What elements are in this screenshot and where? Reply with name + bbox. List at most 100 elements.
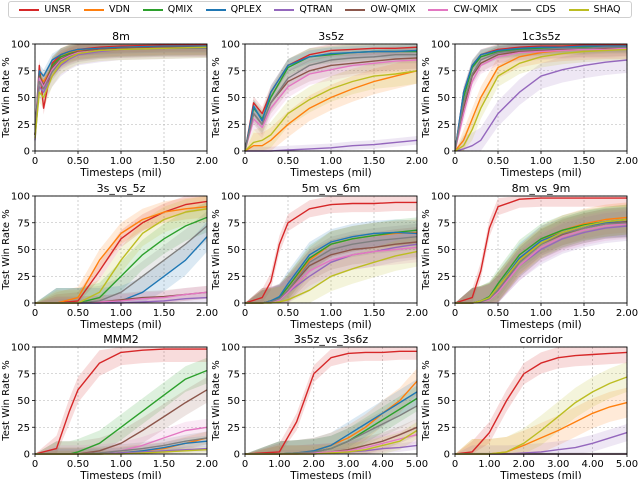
band-shaq bbox=[35, 196, 207, 303]
x-tick-label: 0.50 bbox=[67, 156, 89, 167]
y-tick-label: 25 bbox=[437, 120, 450, 131]
legend-label: CW-QMIX bbox=[453, 4, 498, 15]
x-axis-label: Timesteps (mil) bbox=[289, 470, 371, 479]
series-line-cds bbox=[245, 236, 418, 304]
band-shaq bbox=[455, 44, 627, 151]
y-tick-label: 100 bbox=[221, 192, 240, 203]
x-tick-label: 2.00 bbox=[196, 156, 218, 167]
x-tick-label: 1.50 bbox=[573, 156, 595, 167]
y-tick-label: 50 bbox=[227, 93, 240, 104]
legend-item-cw-qmix: CW-QMIX bbox=[428, 4, 498, 15]
y-tick-label: 25 bbox=[437, 423, 450, 434]
x-axis-label: Timesteps (mil) bbox=[79, 470, 161, 479]
y-tick-label: 100 bbox=[221, 343, 240, 354]
band-cw-qmix bbox=[35, 44, 207, 135]
x-tick-label: 2.00 bbox=[616, 156, 638, 167]
y-axis-label: Test Win Rate % bbox=[421, 57, 432, 138]
series-line-qplex bbox=[454, 45, 627, 152]
x-tick-label: 1.00 bbox=[110, 308, 132, 319]
band-cw-qmix bbox=[455, 44, 627, 151]
y-tick-label: 0 bbox=[444, 450, 450, 461]
legend-swatch bbox=[510, 8, 531, 11]
series-line-cds bbox=[244, 54, 417, 152]
y-axis-label: Test Win Rate % bbox=[211, 209, 222, 290]
series-line-unsr bbox=[34, 348, 207, 455]
subplot-title: 3s5z_vs_3s6z bbox=[294, 333, 368, 346]
y-tick-label: 75 bbox=[437, 66, 450, 77]
band-ow-qmix bbox=[35, 44, 207, 135]
band-qmix bbox=[245, 44, 417, 151]
x-tick-label: 0.50 bbox=[67, 459, 89, 470]
x-tick-label: 1.00 bbox=[110, 156, 132, 167]
x-tick-label: 0 bbox=[452, 459, 458, 470]
subplot-3s5z_vs_3s6z: 0 25 50 75 100 0 1.00 2.00 3.00 4.00 5.00 3s5z_vs_3… bbox=[211, 333, 428, 479]
series-line-cds bbox=[454, 46, 627, 152]
y-tick-label: 25 bbox=[17, 423, 30, 434]
x-tick-label: 1.00 bbox=[268, 459, 290, 470]
x-tick-label: 5.00 bbox=[406, 459, 428, 470]
legend-item-unsr: UNSR bbox=[19, 4, 71, 15]
x-tick-label: 1.00 bbox=[110, 459, 132, 470]
x-tick-label: 0.50 bbox=[67, 308, 89, 319]
series-line-unsr bbox=[454, 351, 628, 455]
y-tick-label: 0 bbox=[444, 299, 450, 310]
subplot-3s_vs_5z: 0 25 50 75 100 0 0.50 1.00 1.50 2.00 3s_vs_5z Times… bbox=[1, 182, 218, 331]
band-cds bbox=[245, 46, 417, 151]
legend-swatch bbox=[142, 8, 163, 11]
x-tick-label: 0.50 bbox=[487, 156, 509, 167]
band-ow-qmix bbox=[245, 47, 417, 152]
y-tick-label: 25 bbox=[17, 120, 30, 131]
y-tick-label: 0 bbox=[444, 147, 450, 158]
y-tick-label: 100 bbox=[431, 40, 450, 51]
y-tick-label: 0 bbox=[24, 147, 30, 158]
x-tick-label: 0.50 bbox=[277, 156, 299, 167]
subplot-1c3s5z: 0 25 50 75 100 0 0.50 1.00 1.50 2.00 1c3s5z Timeste… bbox=[421, 30, 638, 179]
y-tick-label: 75 bbox=[227, 218, 240, 229]
series-line-unsr bbox=[454, 197, 627, 304]
y-tick-label: 50 bbox=[437, 396, 450, 407]
band-shaq bbox=[455, 204, 627, 303]
band-unsr bbox=[455, 196, 627, 303]
x-tick-label: 0 bbox=[452, 308, 458, 319]
y-tick-label: 0 bbox=[24, 450, 30, 461]
subplot-corridor: 0 25 50 75 100 0 1.00 2.00 3.00 4.00 5.00 corridor T… bbox=[421, 333, 638, 479]
legend-swatch bbox=[345, 8, 366, 11]
x-axis-label: Timesteps (mil) bbox=[289, 167, 371, 179]
legend-item-vdn: VDN bbox=[83, 4, 130, 15]
band-qplex bbox=[245, 44, 417, 151]
band-qtran bbox=[245, 441, 417, 454]
band-qmix bbox=[245, 385, 417, 454]
band-ow-qmix bbox=[35, 377, 207, 454]
x-tick-label: 1.00 bbox=[530, 308, 552, 319]
y-tick-label: 100 bbox=[431, 343, 450, 354]
y-tick-label: 25 bbox=[227, 423, 240, 434]
y-tick-label: 0 bbox=[234, 450, 240, 461]
subplot-title: 5m_vs_6m bbox=[302, 182, 361, 195]
y-tick-label: 100 bbox=[221, 40, 240, 51]
y-tick-label: 25 bbox=[227, 120, 240, 131]
x-tick-label: 2.00 bbox=[303, 459, 325, 470]
x-tick-label: 0 bbox=[32, 459, 38, 470]
x-axis-label: Timesteps (mil) bbox=[79, 319, 161, 331]
x-tick-label: 0 bbox=[242, 459, 248, 470]
legend-item-qtran: QTRAN bbox=[274, 4, 333, 15]
band-cds bbox=[455, 207, 627, 303]
band-unsr bbox=[455, 347, 627, 454]
y-axis-label: Test Win Rate % bbox=[1, 57, 12, 138]
band-unsr bbox=[245, 44, 417, 151]
legend-item-qmix: QMIX bbox=[142, 4, 193, 15]
y-tick-label: 25 bbox=[227, 272, 240, 283]
legend-swatch bbox=[19, 8, 40, 11]
y-tick-label: 50 bbox=[227, 245, 240, 256]
band-cds bbox=[35, 211, 207, 303]
band-ow-qmix bbox=[35, 285, 207, 303]
y-tick-label: 0 bbox=[234, 299, 240, 310]
y-axis-label: Test Win Rate % bbox=[211, 360, 222, 441]
subplot-title: corridor bbox=[520, 333, 563, 346]
y-tick-label: 75 bbox=[17, 66, 30, 77]
x-tick-label: 1.50 bbox=[153, 308, 175, 319]
subplot-8m_vs_9m: 0 25 50 75 100 0 0.50 1.00 1.50 2.00 8m_vs_9m Times… bbox=[421, 182, 638, 331]
series-line-shaq bbox=[244, 70, 418, 152]
series-line-cw-qmix bbox=[454, 47, 628, 152]
